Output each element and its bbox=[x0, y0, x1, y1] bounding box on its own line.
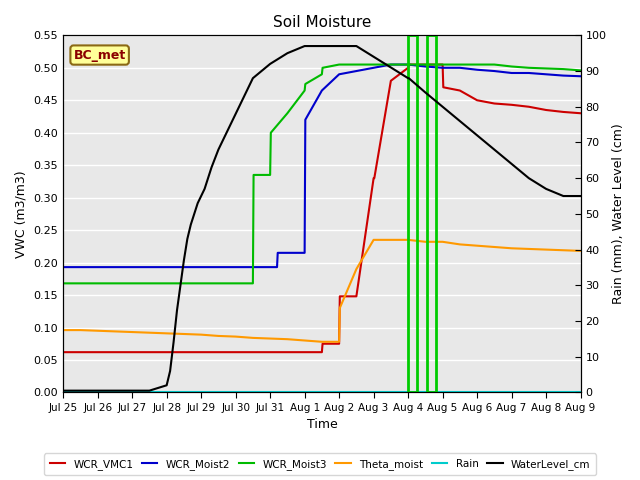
Text: BC_met: BC_met bbox=[74, 48, 126, 61]
Y-axis label: Rain (mm), Water Level (cm): Rain (mm), Water Level (cm) bbox=[612, 123, 625, 304]
Bar bbox=[427, 36, 436, 393]
Legend: WCR_VMC1, WCR_Moist2, WCR_Moist3, Theta_moist, Rain, WaterLevel_cm: WCR_VMC1, WCR_Moist2, WCR_Moist3, Theta_… bbox=[44, 454, 596, 475]
Bar bbox=[408, 36, 417, 393]
Y-axis label: VWC (m3/m3): VWC (m3/m3) bbox=[15, 170, 28, 258]
X-axis label: Time: Time bbox=[307, 419, 337, 432]
Title: Soil Moisture: Soil Moisture bbox=[273, 15, 371, 30]
